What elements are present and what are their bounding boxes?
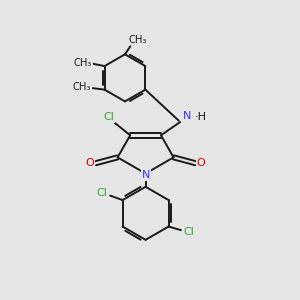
Text: Cl: Cl	[97, 188, 107, 198]
Text: CH₃: CH₃	[74, 58, 92, 68]
Text: N: N	[182, 111, 191, 121]
Text: Cl: Cl	[184, 226, 195, 237]
Text: CH₃: CH₃	[72, 82, 91, 92]
Text: CH₃: CH₃	[128, 34, 146, 45]
Text: O: O	[86, 158, 94, 168]
Text: ·H: ·H	[195, 112, 207, 122]
Text: O: O	[196, 158, 205, 168]
Text: N: N	[141, 170, 150, 180]
Text: Cl: Cl	[103, 112, 114, 122]
